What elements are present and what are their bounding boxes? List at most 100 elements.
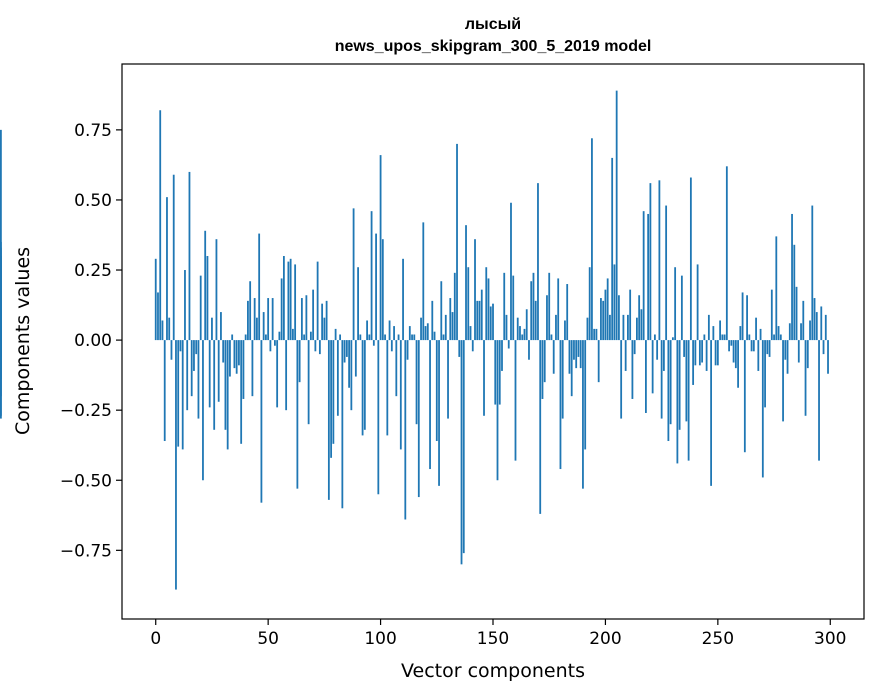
- bar: [707, 314, 710, 341]
- bar: [824, 314, 827, 341]
- bar: [795, 286, 798, 341]
- bar: [532, 272, 535, 341]
- bar: [597, 340, 600, 383]
- bar: [395, 340, 398, 397]
- bar: [570, 340, 573, 397]
- bar: [352, 208, 355, 341]
- bar: [822, 340, 825, 355]
- bar: [172, 174, 175, 341]
- bar: [287, 261, 290, 341]
- y-tick-label: −0.50: [60, 471, 112, 491]
- chart-subtitle: news_upos_skipgram_300_5_2019 model: [335, 38, 652, 55]
- bar: [642, 211, 645, 341]
- bar: [170, 340, 173, 360]
- bar: [229, 340, 231, 377]
- bar: [285, 340, 288, 411]
- bar: [602, 300, 605, 341]
- y-tick-label: −0.25: [60, 401, 112, 421]
- bar: [336, 340, 339, 416]
- bar: [433, 331, 436, 341]
- bar: [188, 171, 191, 341]
- bar: [296, 340, 299, 489]
- x-tick-label: 300: [814, 629, 846, 649]
- bar: [615, 90, 618, 341]
- bar: [354, 340, 357, 377]
- bar: [161, 320, 164, 341]
- bar: [519, 326, 521, 341]
- bar: [462, 340, 465, 554]
- bar: [660, 340, 663, 419]
- bar: [638, 295, 641, 341]
- bar: [282, 256, 285, 341]
- bar: [588, 267, 591, 341]
- bar: [265, 334, 267, 341]
- bar: [318, 340, 321, 355]
- bar: [386, 340, 389, 436]
- bar: [498, 340, 501, 405]
- bar: [312, 289, 315, 341]
- bar: [820, 306, 823, 341]
- bar: [624, 340, 627, 371]
- bar: [166, 197, 168, 341]
- bars-group: [0, 90, 829, 590]
- bar: [260, 340, 263, 503]
- bar: [381, 239, 384, 341]
- bar: [714, 340, 717, 366]
- x-tick-label: 100: [364, 629, 396, 649]
- bar: [604, 289, 607, 341]
- bar: [215, 239, 218, 341]
- bar: [321, 303, 324, 341]
- bar: [269, 340, 272, 352]
- bar: [746, 295, 748, 341]
- bar: [206, 256, 209, 341]
- bar: [258, 233, 261, 341]
- bar: [732, 340, 735, 363]
- bar: [674, 267, 677, 341]
- bar: [773, 334, 775, 341]
- bar: [305, 295, 308, 341]
- bar: [662, 340, 665, 371]
- bar: [665, 205, 668, 341]
- bar: [705, 340, 708, 371]
- bar: [204, 230, 207, 341]
- bar: [530, 281, 533, 341]
- bar: [399, 340, 402, 450]
- bar: [586, 317, 589, 341]
- bar: [240, 340, 243, 444]
- bar: [489, 306, 492, 341]
- bar: [233, 340, 236, 369]
- bar: [609, 314, 611, 341]
- bar: [307, 340, 310, 425]
- bar: [163, 340, 166, 442]
- bar: [620, 340, 623, 419]
- bar: [766, 340, 769, 355]
- x-tick-label: 50: [257, 629, 279, 649]
- bar: [507, 340, 510, 349]
- bar: [647, 213, 650, 341]
- bar: [168, 317, 171, 341]
- bar: [492, 303, 494, 341]
- bar: [640, 309, 643, 341]
- bar: [653, 334, 656, 341]
- bar: [202, 340, 204, 481]
- bar: [692, 340, 695, 385]
- bar: [184, 270, 186, 341]
- bar: [793, 244, 796, 341]
- bar: [361, 340, 364, 436]
- x-axis-ticks: 0 50 100 150 200 250 300: [150, 619, 846, 649]
- bar: [541, 340, 544, 399]
- bar: [0, 129, 2, 341]
- bar: [651, 340, 654, 394]
- bar: [242, 340, 245, 399]
- plot-frame: [121, 63, 865, 620]
- bar: [802, 300, 805, 341]
- bar: [235, 340, 238, 374]
- bar: [478, 300, 481, 341]
- bar: [397, 334, 400, 341]
- bar: [276, 340, 279, 408]
- bar: [379, 155, 382, 341]
- bar: [411, 334, 413, 341]
- bar: [422, 222, 425, 341]
- bar: [251, 340, 254, 397]
